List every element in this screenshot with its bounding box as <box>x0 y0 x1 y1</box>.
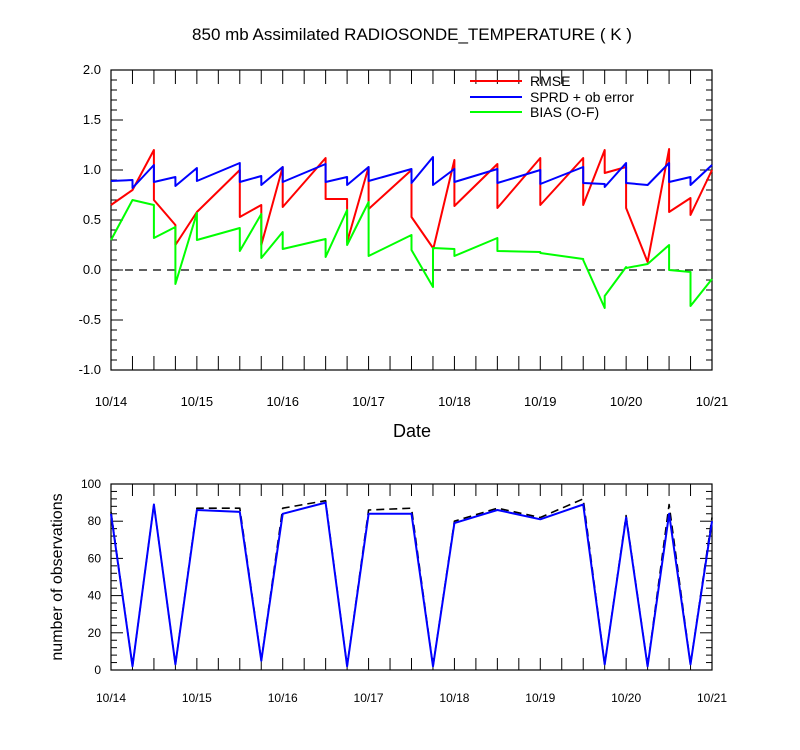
bottom-x-tick-label: 10/21 <box>697 691 727 705</box>
bottom-x-tick-label: 10/18 <box>439 691 469 705</box>
top-y-tick-label: -1.0 <box>79 362 101 377</box>
top-plot-area: 10/14 10/15 10/16 10/17 10/18 10/19 10/20 10/21… <box>79 62 729 409</box>
bottom-y-axis-label: number of observations <box>49 493 66 660</box>
bottom-y-tick-label: 60 <box>88 551 102 565</box>
legend-label-rmse: RMSE <box>530 73 570 89</box>
top-y-tick-label: 1.5 <box>83 112 101 127</box>
bottom-x-tick-label: 10/17 <box>354 691 384 705</box>
bottom-plot-area: 10/14 10/15 10/16 10/17 10/18 10/19 10/20 10/21… <box>81 477 727 705</box>
top-x-tick-label: 10/14 <box>95 394 128 409</box>
legend: RMSE SPRD + ob error BIAS (O-F) <box>470 73 634 120</box>
top-x-tick-label: 10/15 <box>181 394 214 409</box>
bottom-x-tick-label: 10/15 <box>182 691 212 705</box>
bottom-y-tick-label: 20 <box>88 626 102 640</box>
bottom-x-tick-label: 10/14 <box>96 691 126 705</box>
top-x-tick-label: 10/20 <box>610 394 643 409</box>
bottom-y-tick-label: 100 <box>81 477 101 491</box>
legend-label-sprd: SPRD + ob error <box>530 89 634 105</box>
bottom-y-tick-label: 80 <box>88 514 102 528</box>
top-chart-title: 850 mb Assimilated RADIOSONDE_TEMPERATUR… <box>192 25 632 44</box>
top-axes-frame <box>110 69 713 371</box>
bottom-series-possible <box>110 498 713 668</box>
top-y-tick-label: -0.5 <box>79 312 101 327</box>
top-y-tick-label: 2.0 <box>83 62 101 77</box>
top-x-axis-label: Date <box>393 421 431 441</box>
top-y-tick-label: 1.0 <box>83 162 101 177</box>
bottom-series-used <box>110 501 713 668</box>
bottom-x-tick-label: 10/19 <box>525 691 555 705</box>
bottom-y-tick-label: 0 <box>94 663 101 677</box>
bottom-y-tick-label: 40 <box>88 589 102 603</box>
top-x-tick-label: 10/21 <box>696 394 729 409</box>
top-series-bias-o-f <box>110 199 713 309</box>
top-y-tick-label: 0.0 <box>83 262 101 277</box>
top-x-tick-label: 10/18 <box>438 394 471 409</box>
bottom-x-tick-label: 10/20 <box>611 691 641 705</box>
top-x-tick-label: 10/19 <box>524 394 557 409</box>
top-x-tick-label: 10/17 <box>352 394 385 409</box>
top-series-sprd-ob-error <box>110 156 713 189</box>
bottom-axes-frame <box>110 483 713 671</box>
top-x-tick-label: 10/16 <box>266 394 299 409</box>
legend-label-bias: BIAS (O-F) <box>530 104 599 120</box>
bottom-x-tick-label: 10/16 <box>268 691 298 705</box>
top-y-tick-label: 0.5 <box>83 212 101 227</box>
